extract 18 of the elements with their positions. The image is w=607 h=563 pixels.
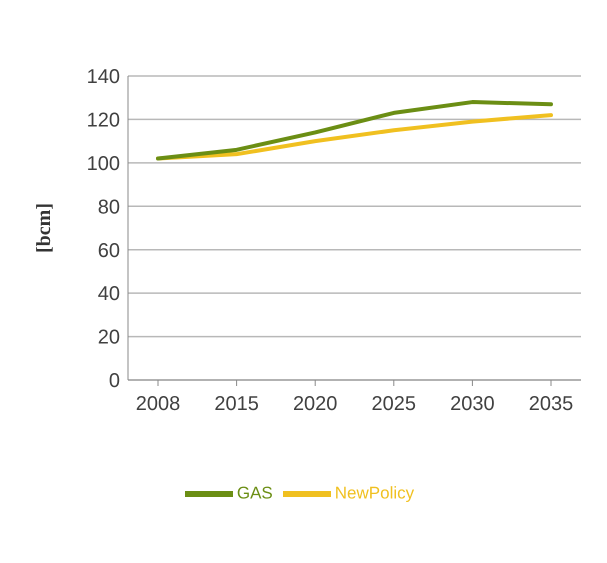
legend-label: NewPolicy [334, 483, 414, 502]
y-tick-label: 0 [108, 370, 120, 392]
x-tick-label: 2025 [372, 393, 416, 416]
y-tick-label: 80 [98, 196, 120, 218]
y-tick-label: 100 [86, 152, 120, 175]
y-tick-label: 40 [98, 283, 120, 306]
y-tick-label: 60 [98, 240, 120, 262]
x-tick-label: 2020 [292, 393, 338, 416]
y-tick-label: 20 [98, 326, 120, 349]
legend-label: GAS [236, 483, 273, 502]
x-tick-label: 2030 [450, 393, 495, 416]
line-series [156, 100, 553, 161]
x-tick-label: 2008 [136, 393, 180, 416]
x-tick-label: 2015 [214, 393, 259, 416]
y-axis-title: [bcm] [33, 203, 56, 253]
y-tick-label: 120 [86, 110, 120, 132]
y-tick-label: 140 [86, 66, 120, 88]
x-tick-label: 2035 [528, 393, 574, 416]
